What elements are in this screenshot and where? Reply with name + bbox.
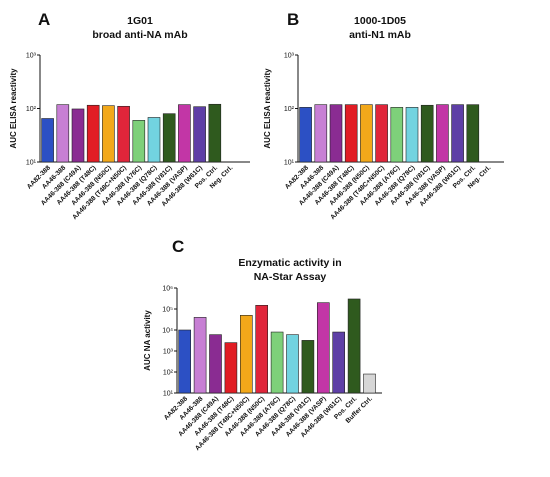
y-tick-label: 10⁶ bbox=[162, 286, 173, 293]
bar bbox=[147, 117, 161, 163]
bar bbox=[71, 108, 85, 163]
bar bbox=[301, 340, 315, 394]
bar bbox=[86, 104, 100, 163]
y-tick-label: 10⁴ bbox=[162, 328, 173, 335]
bar bbox=[375, 104, 388, 163]
bar bbox=[314, 104, 328, 163]
y-tick-label: 10¹ bbox=[284, 160, 295, 167]
bar bbox=[466, 104, 480, 163]
y-tick-label: 10¹ bbox=[26, 160, 37, 167]
bar bbox=[405, 107, 419, 163]
bar bbox=[224, 342, 238, 394]
bar bbox=[209, 334, 222, 394]
bar bbox=[56, 104, 70, 163]
bar bbox=[390, 107, 404, 163]
bar bbox=[193, 317, 207, 394]
panel-letter-A: A bbox=[38, 10, 50, 29]
bar bbox=[162, 113, 176, 163]
bar bbox=[420, 104, 434, 163]
y-tick-label: 10³ bbox=[163, 349, 174, 356]
bar bbox=[332, 331, 346, 394]
bar bbox=[240, 315, 253, 394]
chart-title-line: 1G01 bbox=[127, 15, 153, 27]
y-tick-label: 10³ bbox=[26, 53, 37, 60]
bar bbox=[255, 305, 268, 394]
bar bbox=[316, 302, 330, 394]
bar bbox=[208, 103, 222, 163]
chart-title-line: anti-N1 mAb bbox=[349, 29, 411, 41]
y-tick-label: 10² bbox=[26, 106, 37, 113]
panel-letter-B: B bbox=[287, 10, 299, 29]
bar bbox=[102, 105, 115, 163]
panel-letter-C: C bbox=[172, 237, 184, 256]
y-axis-label: AUC ELISA reactivity bbox=[9, 68, 18, 149]
bar bbox=[436, 104, 449, 163]
y-tick-label: 10² bbox=[163, 370, 174, 377]
bar bbox=[347, 298, 361, 394]
bar bbox=[41, 118, 54, 163]
bar bbox=[363, 373, 376, 394]
chart-title-line: broad anti-NA mAb bbox=[92, 29, 187, 41]
bar bbox=[132, 120, 146, 163]
bar bbox=[329, 104, 343, 163]
bar bbox=[270, 331, 284, 394]
y-tick-label: 10⁵ bbox=[162, 307, 173, 314]
chart-title-line: Enzymatic activity in bbox=[238, 257, 341, 269]
bar bbox=[193, 106, 206, 163]
bar bbox=[117, 105, 130, 163]
y-tick-label: 10³ bbox=[284, 53, 295, 60]
bar bbox=[451, 104, 464, 163]
y-axis-label: AUC NA activity bbox=[143, 310, 152, 371]
bar bbox=[299, 107, 312, 163]
chart-title-line: NA-Star Assay bbox=[254, 271, 327, 283]
bar bbox=[286, 334, 299, 394]
bar bbox=[178, 104, 191, 163]
y-tick-label: 10¹ bbox=[163, 391, 174, 398]
y-axis-label: AUC ELISA reactivity bbox=[263, 68, 272, 149]
bar bbox=[344, 104, 358, 163]
y-tick-label: 10² bbox=[284, 106, 295, 113]
bar bbox=[360, 104, 373, 163]
chart-title-line: 1000-1D05 bbox=[354, 15, 406, 27]
bar bbox=[178, 329, 191, 394]
